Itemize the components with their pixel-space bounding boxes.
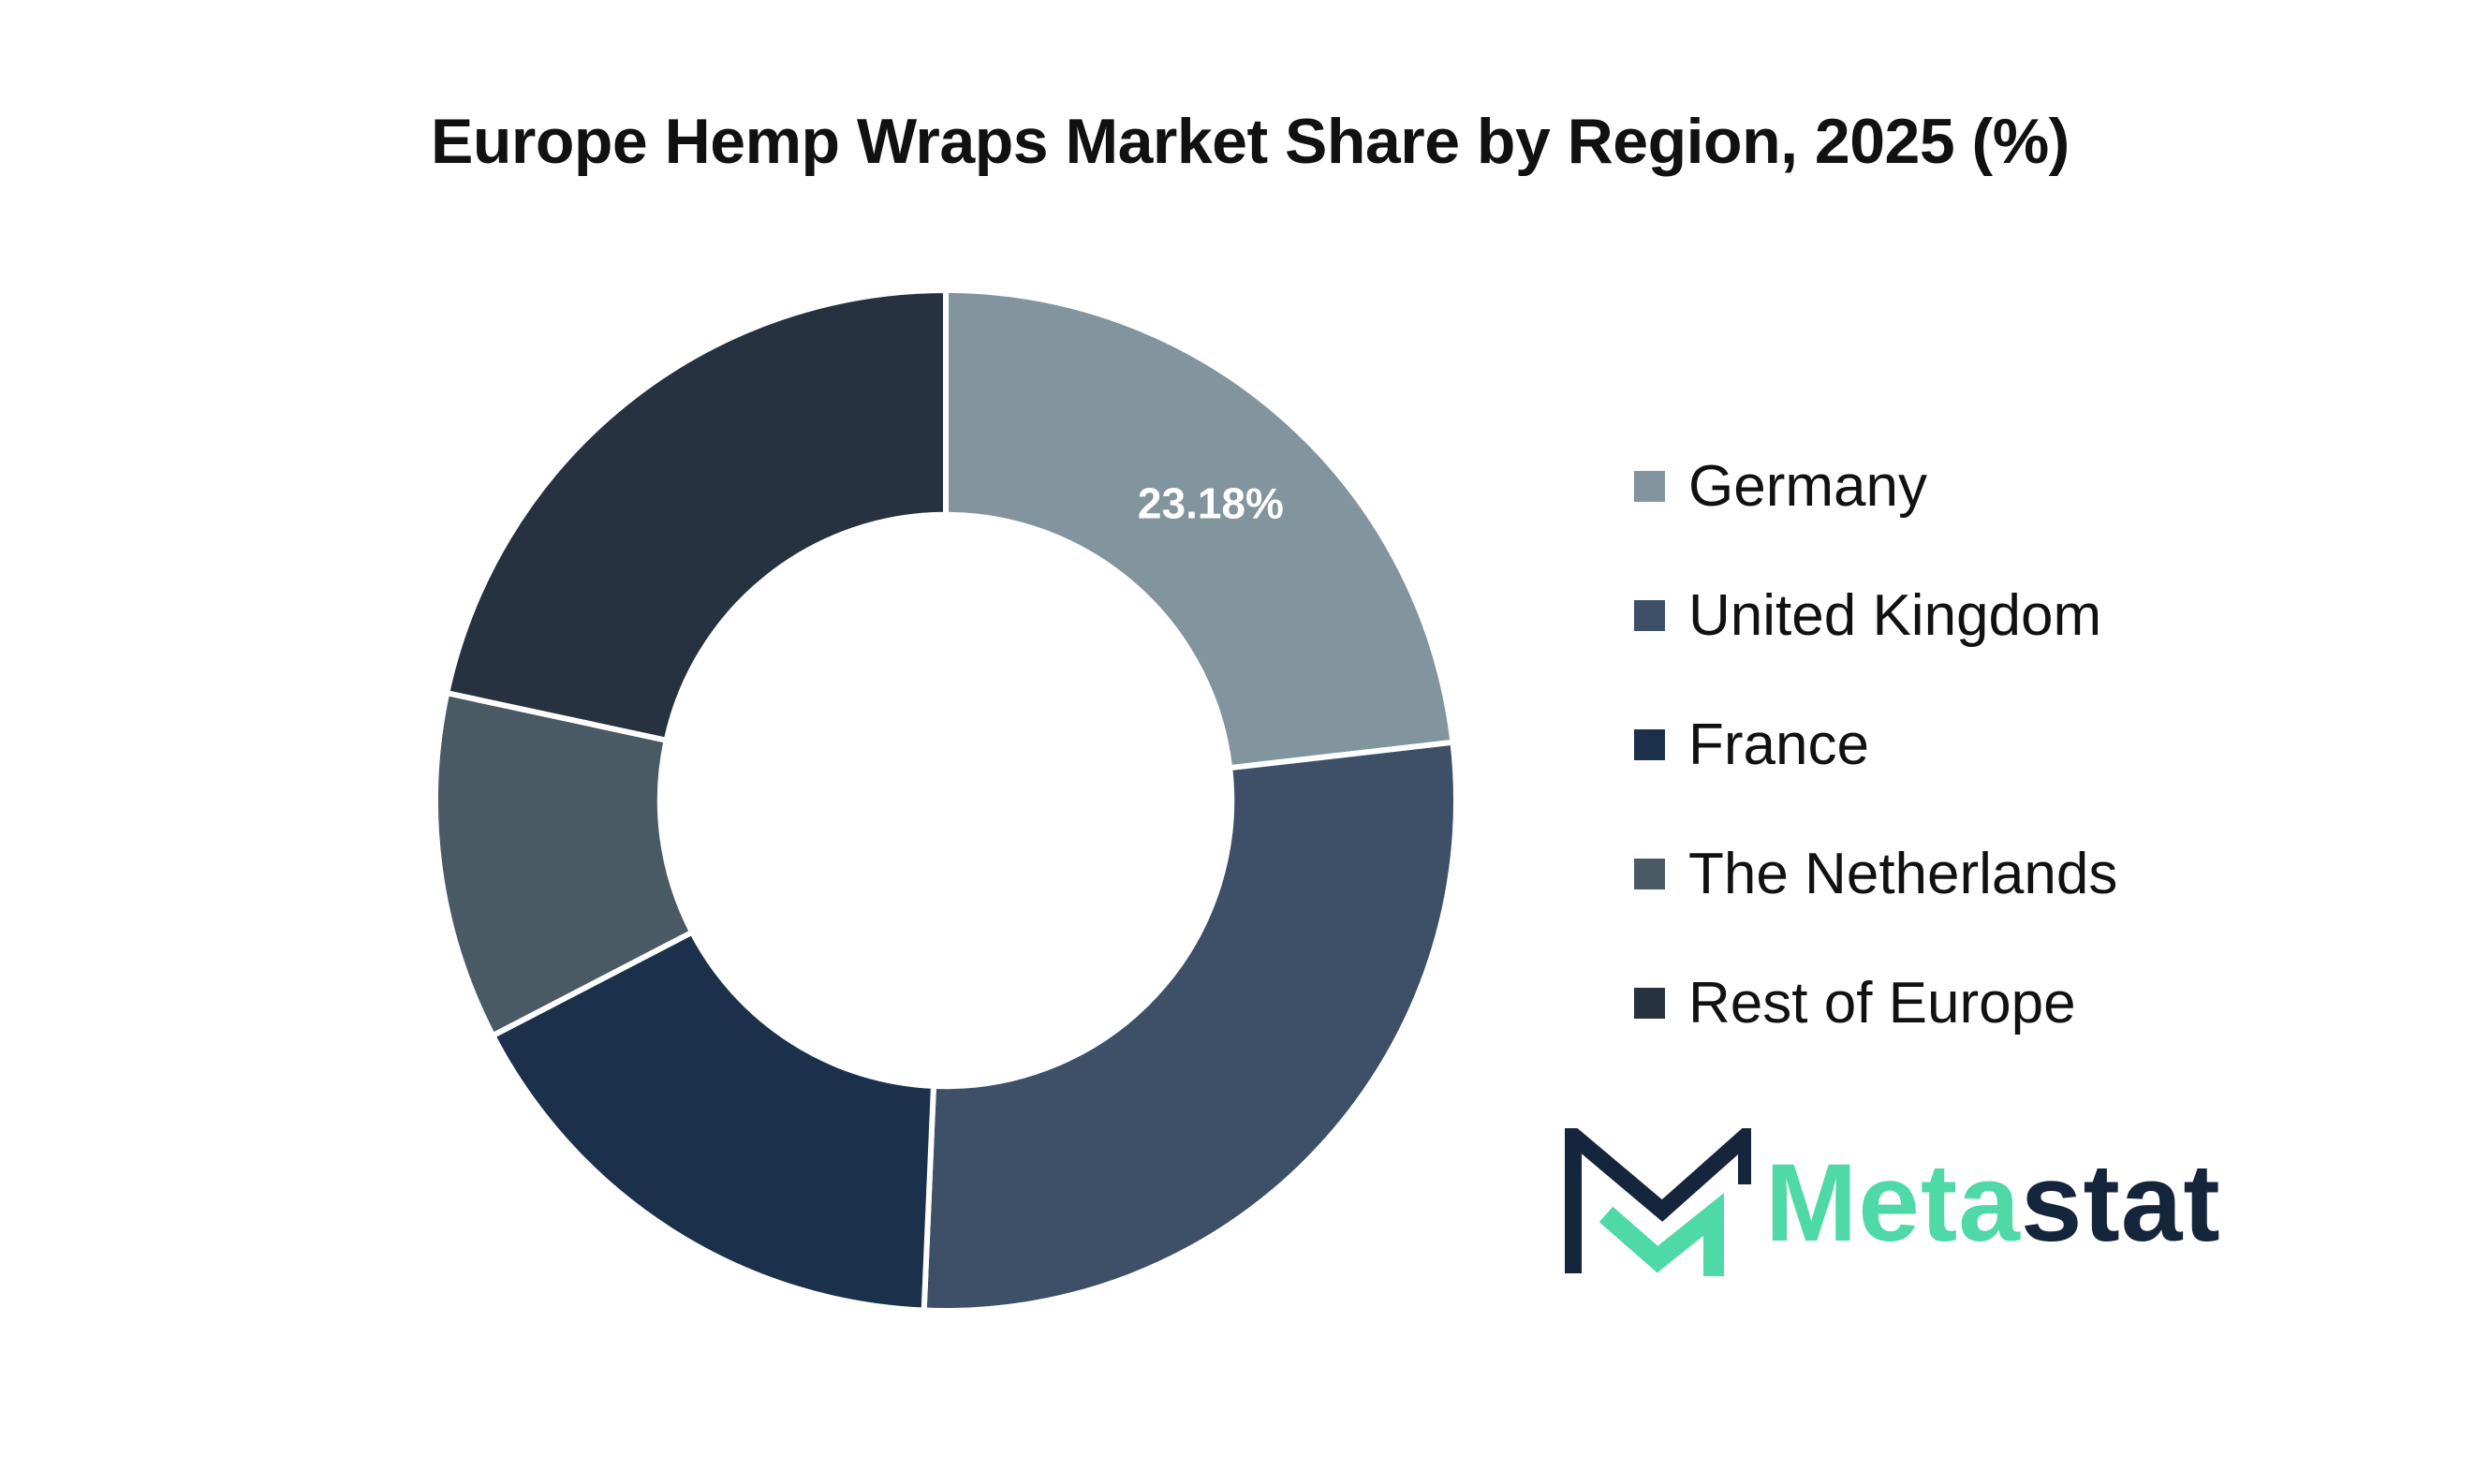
logo-text-stat: stat bbox=[2020, 1141, 2221, 1265]
logo-text-meta: Meta bbox=[1765, 1141, 2021, 1265]
slice-labels: 23.18% bbox=[1138, 479, 1284, 528]
metastat-logo-text: Metastat bbox=[1765, 1147, 2221, 1259]
slice-the-netherlands bbox=[433, 689, 697, 1040]
data-label-germany: 23.18% bbox=[1138, 479, 1284, 528]
legend-label-germany: Germany bbox=[1688, 454, 1927, 519]
legend-label-the-netherlands: The Netherlands bbox=[1688, 842, 2118, 906]
donut-slices bbox=[433, 287, 1459, 1314]
metastat-logo-icon bbox=[1565, 1128, 1751, 1276]
slice-united-kingdom bbox=[921, 739, 1459, 1314]
legend-label-rest-of-europe: Rest of Europe bbox=[1688, 971, 2076, 1036]
legend-swatch-france bbox=[1634, 729, 1665, 760]
legend-swatch-rest-of-europe bbox=[1634, 988, 1665, 1019]
legend-swatch-united-kingdom bbox=[1634, 600, 1665, 631]
metastat-logo: Metastat bbox=[1564, 1128, 2276, 1278]
slice-france bbox=[489, 928, 937, 1314]
chart-title: Europe Hemp Wraps Market Share by Region… bbox=[431, 106, 2070, 177]
slice-germany bbox=[943, 287, 1456, 771]
legend-swatch-the-netherlands bbox=[1634, 859, 1665, 889]
legend-label-united-kingdom: United Kingdom bbox=[1688, 583, 2102, 648]
slice-rest-of-europe bbox=[443, 287, 949, 744]
legend-label-france: France bbox=[1688, 713, 1869, 777]
legend-swatch-germany bbox=[1634, 471, 1665, 502]
